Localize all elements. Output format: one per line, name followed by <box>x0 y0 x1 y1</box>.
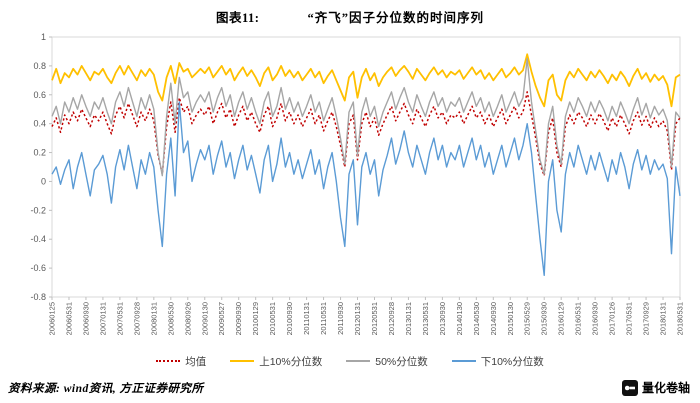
legend-label-p50: 50%分位数 <box>375 355 428 368</box>
x-axis-tick: 20060531 <box>64 302 73 335</box>
x-axis-tick: 20070531 <box>115 302 124 335</box>
legend-swatch-mean <box>156 360 181 362</box>
chart-footer: 资料来源: wind资讯, 方正证券研究所 量化卷轴 <box>0 371 700 396</box>
plot-border <box>51 36 681 298</box>
source-note: 资料来源: wind资讯, 方正证券研究所 <box>8 382 204 395</box>
x-axis-tick: 20170531 <box>625 302 634 335</box>
y-axis-tick: 1 <box>41 32 46 42</box>
figure-label: 图表11: <box>216 11 260 25</box>
x-axis-tick: 20060125 <box>48 302 57 335</box>
brand-watermark: 量化卷轴 <box>621 379 690 396</box>
y-axis-tick: 0.6 <box>33 90 46 100</box>
legend-swatch-p10 <box>451 360 476 362</box>
x-axis-tick: 20070928 <box>132 302 141 335</box>
x-axis-tick: 20110930 <box>336 302 345 335</box>
y-axis-tick: -0.4 <box>30 234 46 244</box>
x-axis-tick: 20170126 <box>608 302 617 335</box>
x-axis-tick: 20080131 <box>149 302 158 335</box>
x-axis-tick: 20120531 <box>370 302 379 335</box>
legend-item-p10: 下10%分位数 <box>451 354 544 369</box>
x-axis-tick: 20130531 <box>421 302 430 335</box>
y-axis-tick: -0.8 <box>30 292 46 302</box>
legend-label-p90: 上10%分位数 <box>259 355 323 368</box>
series-p10 <box>51 101 681 277</box>
chart-legend: 均值 上10%分位数 50%分位数 下10%分位数 <box>0 351 700 371</box>
x-axis-tick: 20130930 <box>438 302 447 335</box>
brand-logo-icon <box>621 379 638 396</box>
legend-item-mean: 均值 <box>156 354 206 369</box>
x-axis-tick: 20110131 <box>302 302 311 335</box>
brand-name: 量化卷轴 <box>641 381 690 395</box>
x-axis-tick: 20120928 <box>387 302 396 335</box>
x-axis-tick: 20150130 <box>506 302 515 335</box>
x-axis-tick: 20160930 <box>591 302 600 335</box>
x-axis-tick: 20060930 <box>81 302 90 335</box>
x-axis-tick: 20080926 <box>183 302 192 335</box>
x-axis-tick: 20160129 <box>557 302 566 335</box>
legend-swatch-p90 <box>230 360 255 362</box>
y-axis-tick: 0.2 <box>33 148 46 158</box>
legend-item-p50: 50%分位数 <box>346 354 428 369</box>
y-axis-tick: 0.4 <box>33 119 46 129</box>
legend-label-mean: 均值 <box>185 355 207 368</box>
x-axis-tick: 20140130 <box>455 302 464 335</box>
series-mean <box>51 91 681 177</box>
x-axis-tick: 20170929 <box>642 302 651 335</box>
y-axis-tick: 0 <box>41 176 46 186</box>
x-axis-tick: 20080530 <box>166 302 175 335</box>
chart-title: “齐飞”因子分位数的时间序列 <box>307 11 484 25</box>
y-axis-tick: -0.6 <box>30 263 46 273</box>
chart-header: 图表11: “齐飞”因子分位数的时间序列 <box>0 0 700 29</box>
legend-item-p90: 上10%分位数 <box>230 354 322 369</box>
x-axis-tick: 20140530 <box>472 302 481 335</box>
x-axis-tick: 20110531 <box>319 302 328 335</box>
x-axis-tick: 20090930 <box>234 302 243 335</box>
x-axis-tick: 20150529 <box>523 302 532 335</box>
x-axis-tick: 20070131 <box>98 302 107 335</box>
x-axis-tick: 20130131 <box>404 302 413 335</box>
x-axis-tick: 20140930 <box>489 302 498 335</box>
x-axis-tick: 20150930 <box>540 302 549 335</box>
series-p90 <box>51 53 681 108</box>
legend-swatch-p50 <box>346 360 371 362</box>
legend-label-p10: 下10%分位数 <box>480 355 544 368</box>
x-axis-tick: 20180131 <box>659 302 668 335</box>
x-axis-tick: 20100930 <box>285 302 294 335</box>
x-axis-tick: 20090130 <box>200 302 209 335</box>
y-axis-tick: 0.8 <box>33 61 46 71</box>
x-axis-tick: 20160531 <box>574 302 583 335</box>
x-axis-tick: 20100129 <box>251 302 260 335</box>
x-axis-tick: 20180531 <box>676 302 685 335</box>
series-p50 <box>51 58 681 177</box>
x-axis-tick: 20100531 <box>268 302 277 335</box>
x-axis-tick: 20090527 <box>217 302 226 335</box>
y-axis-tick: -0.2 <box>30 205 46 215</box>
x-axis-tick: 20120131 <box>353 302 362 335</box>
